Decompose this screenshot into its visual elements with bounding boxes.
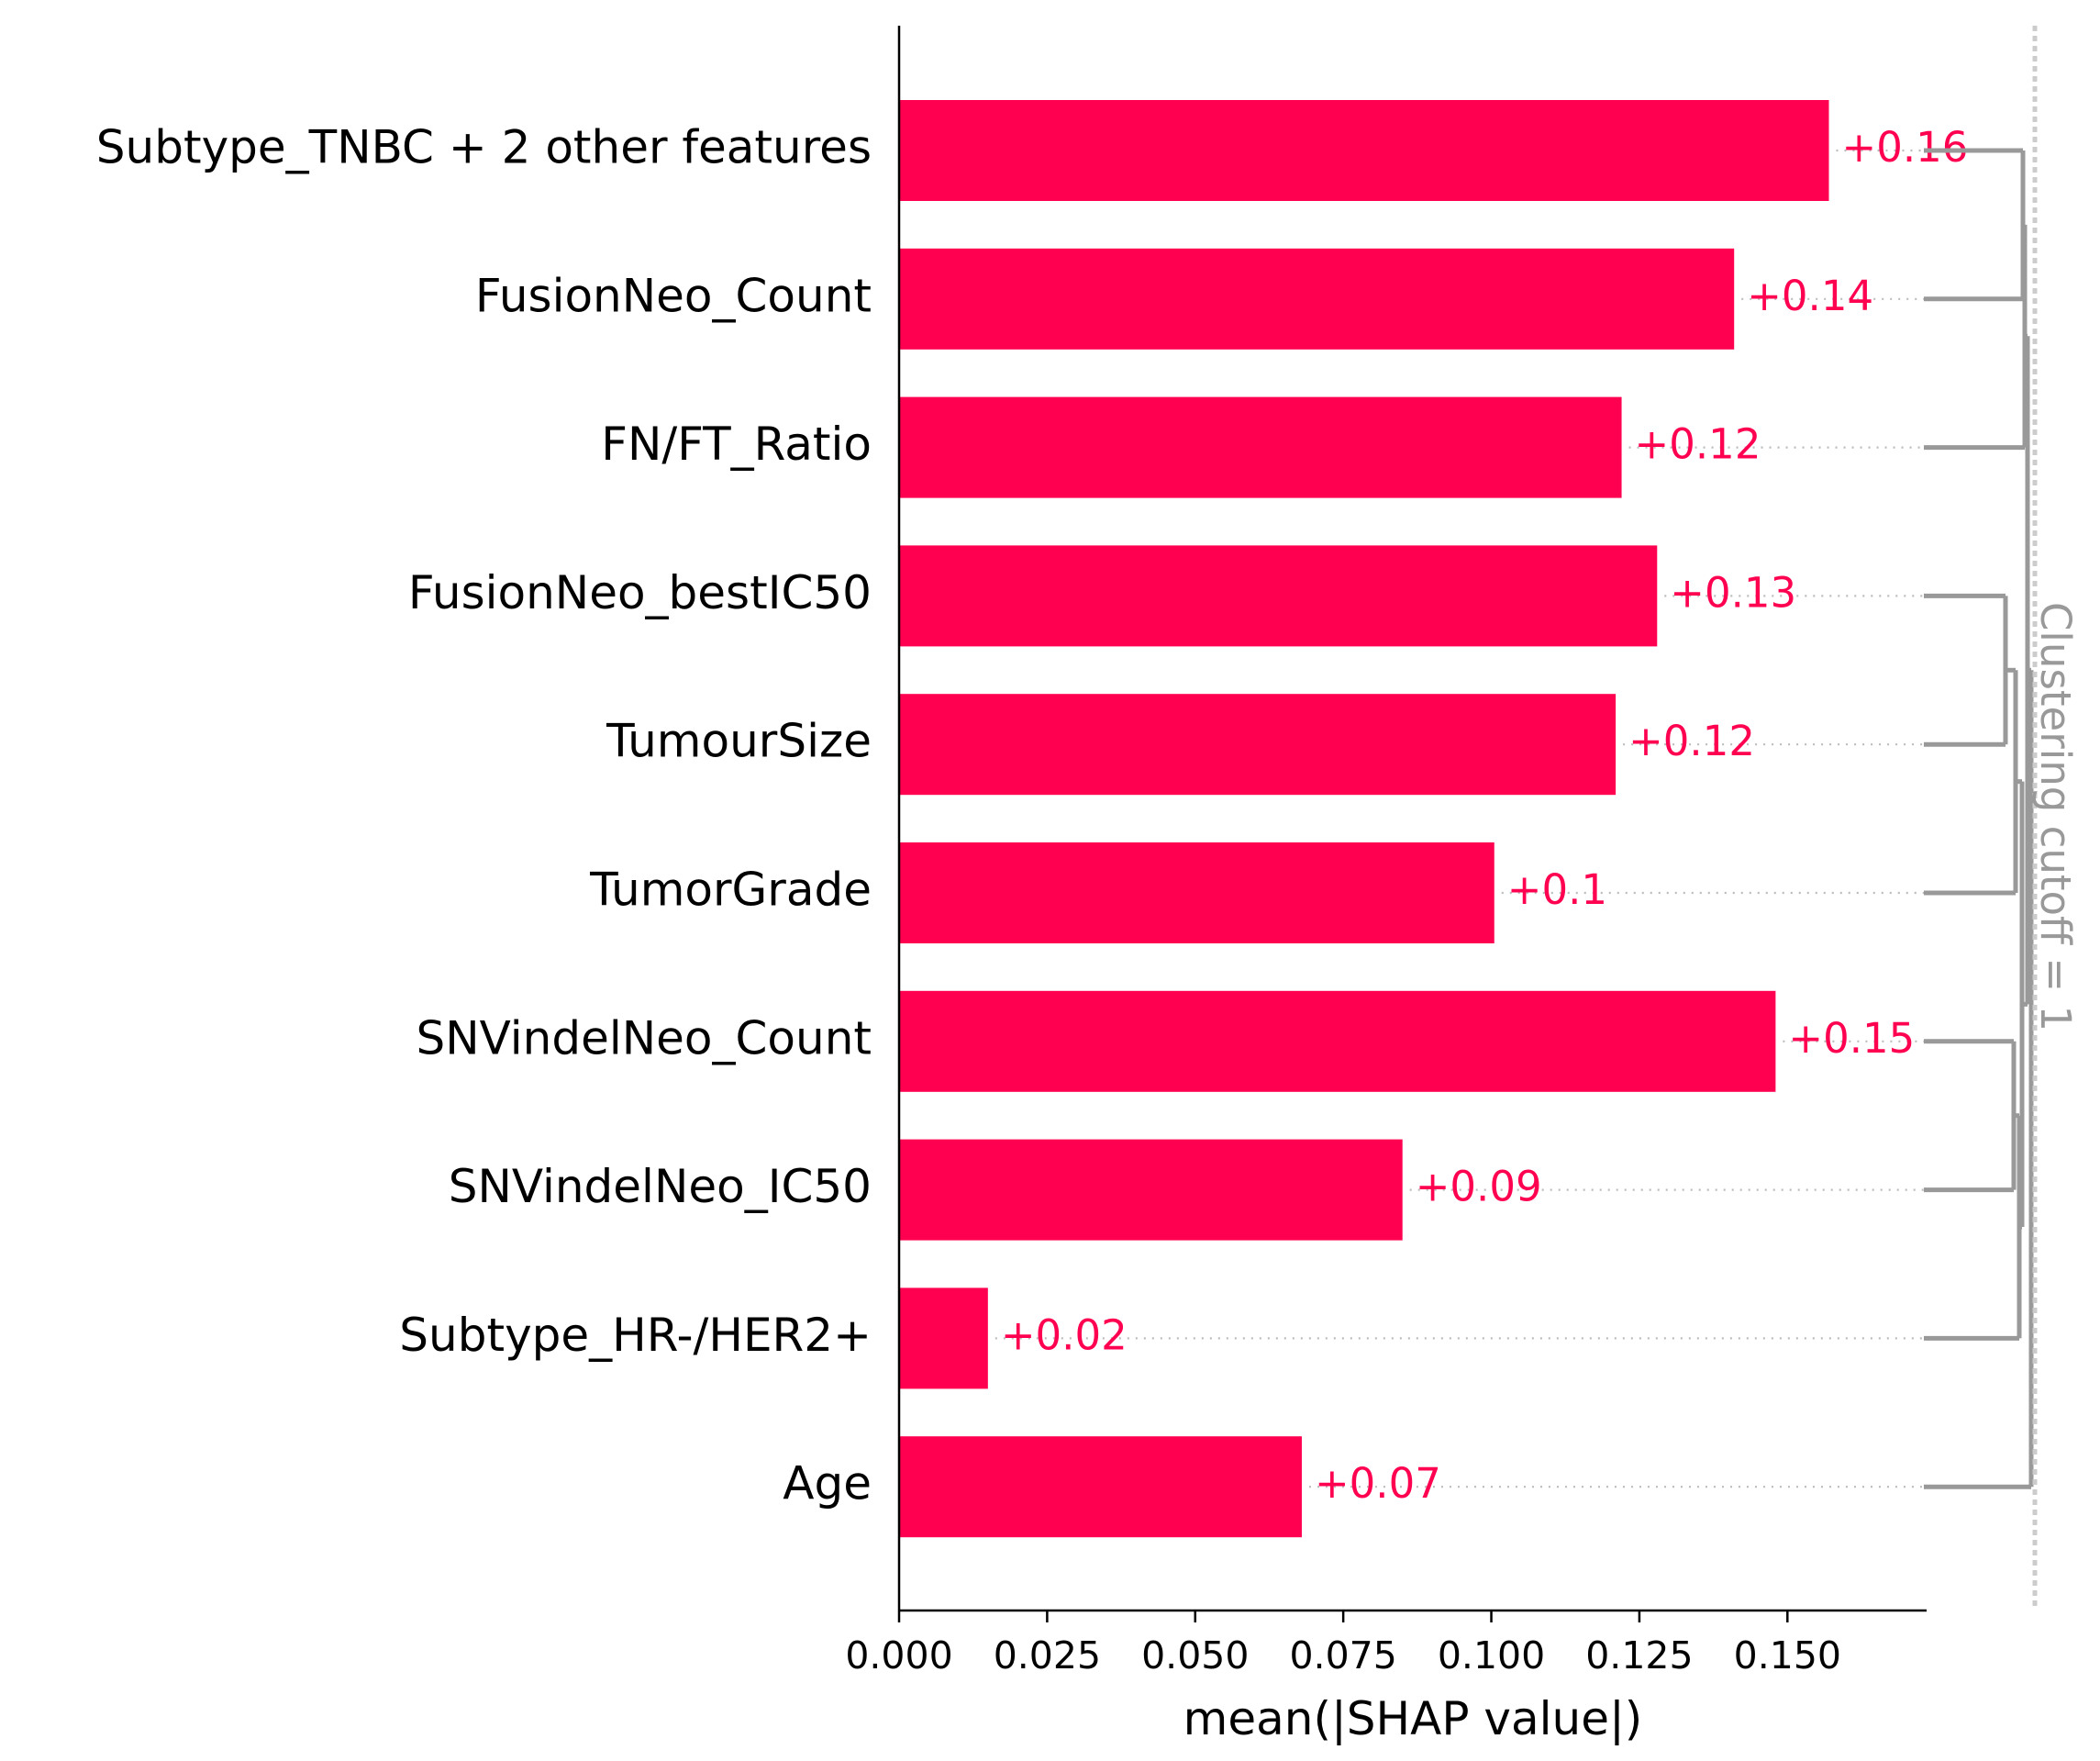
x-tick-label: 0.125 (1585, 1633, 1693, 1677)
value-label: +0.16 (1841, 123, 1968, 172)
y-tick-label: Age (783, 1457, 872, 1510)
value-label: +0.12 (1635, 420, 1761, 469)
bar (899, 1287, 988, 1389)
y-tick-label: TumourSize (606, 715, 872, 768)
bar (899, 842, 1494, 943)
y-tick-label: SNVindelNeo_Count (417, 1011, 872, 1064)
bar (899, 694, 1617, 796)
bars (899, 100, 1829, 1538)
x-axis-ticks: 0.000 0.025 0.050 0.075 0.100 0.125 0.150 (845, 1611, 1841, 1677)
y-tick-label: TumorGrade (589, 864, 872, 917)
y-tick-label: Subtype_HR-/HER2+ (399, 1309, 872, 1362)
value-label: +0.1 (1507, 865, 1607, 914)
x-tick-label: 0.150 (1734, 1633, 1841, 1677)
x-tick-label: 0.050 (1141, 1633, 1249, 1677)
x-axis-label: mean(|SHAP value|) (1183, 1692, 1643, 1745)
value-labels: +0.16 +0.14 +0.12 +0.13 +0.12 +0.1 +0.15 +0.09 +… (1001, 123, 1969, 1508)
bar (899, 1139, 1403, 1241)
clustering-dendrogram (1924, 148, 2034, 1489)
y-tick-label: SNVindelNeo_IC50 (449, 1160, 872, 1213)
value-label: +0.02 (1001, 1310, 1128, 1359)
y-tick-label: FusionNeo_Count (475, 269, 872, 322)
bar (899, 990, 1776, 1092)
bar (899, 396, 1622, 498)
y-tick-label: FN/FT_Ratio (601, 418, 872, 471)
value-label: +0.12 (1628, 717, 1755, 765)
clustering-cutoff-label: Clustering cutoff = 1 (2031, 602, 2080, 1031)
value-label: +0.13 (1670, 568, 1796, 617)
y-axis-labels: Subtype_TNBC + 2 other features FusionNeo… (96, 121, 872, 1510)
value-label: +0.09 (1416, 1163, 1542, 1211)
value-label: +0.14 (1747, 272, 1873, 320)
bar (899, 1436, 1302, 1538)
bar (899, 100, 1829, 201)
y-tick-label: FusionNeo_bestIC50 (408, 566, 872, 619)
x-tick-label: 0.000 (845, 1633, 952, 1677)
x-tick-label: 0.025 (994, 1633, 1101, 1677)
bar (899, 248, 1735, 350)
value-label: +0.07 (1315, 1459, 1441, 1508)
guide-dotted-lines (994, 149, 1924, 1488)
bar (899, 545, 1658, 647)
y-tick-label: Subtype_TNBC + 2 other features (96, 121, 872, 174)
x-tick-label: 0.100 (1438, 1633, 1545, 1677)
x-tick-label: 0.075 (1289, 1633, 1396, 1677)
value-label: +0.15 (1788, 1014, 1915, 1063)
